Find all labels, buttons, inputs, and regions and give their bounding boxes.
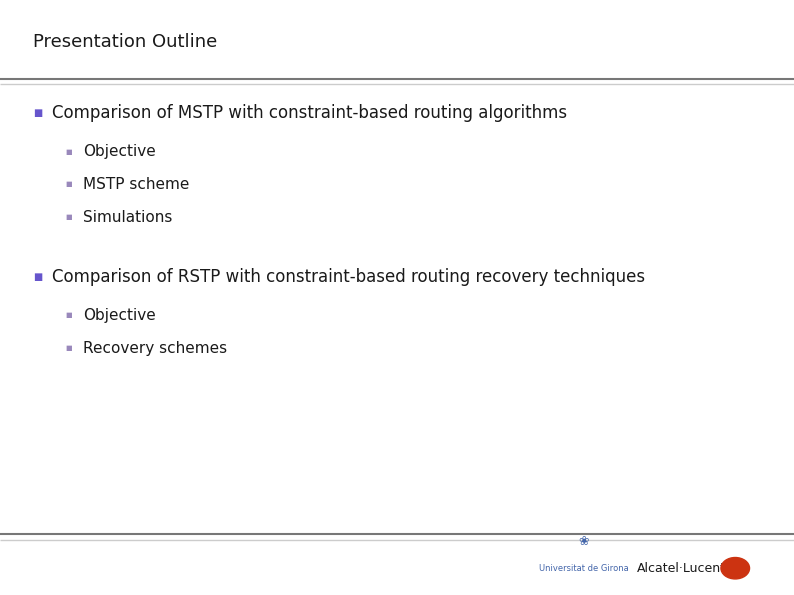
Text: ■: ■ — [65, 214, 71, 220]
Text: Alcatel·Lucent: Alcatel·Lucent — [637, 562, 726, 575]
Text: Objective: Objective — [83, 144, 156, 159]
Text: MSTP scheme: MSTP scheme — [83, 177, 190, 192]
Circle shape — [721, 558, 750, 579]
Text: ■: ■ — [33, 272, 43, 281]
Text: Comparison of MSTP with constraint-based routing algorithms: Comparison of MSTP with constraint-based… — [52, 104, 567, 122]
Text: Objective: Objective — [83, 308, 156, 323]
Text: ■: ■ — [65, 181, 71, 187]
Text: ■: ■ — [65, 312, 71, 318]
Text: Recovery schemes: Recovery schemes — [83, 340, 228, 356]
Text: Simulations: Simulations — [83, 209, 173, 225]
Text: ❀: ❀ — [578, 535, 589, 548]
Text: Comparison of RSTP with constraint-based routing recovery techniques: Comparison of RSTP with constraint-based… — [52, 268, 645, 286]
Text: ■: ■ — [33, 108, 43, 118]
Text: Universitat de Girona: Universitat de Girona — [538, 563, 629, 573]
Text: ■: ■ — [65, 345, 71, 351]
Text: Presentation Outline: Presentation Outline — [33, 33, 218, 51]
Text: ■: ■ — [65, 149, 71, 155]
